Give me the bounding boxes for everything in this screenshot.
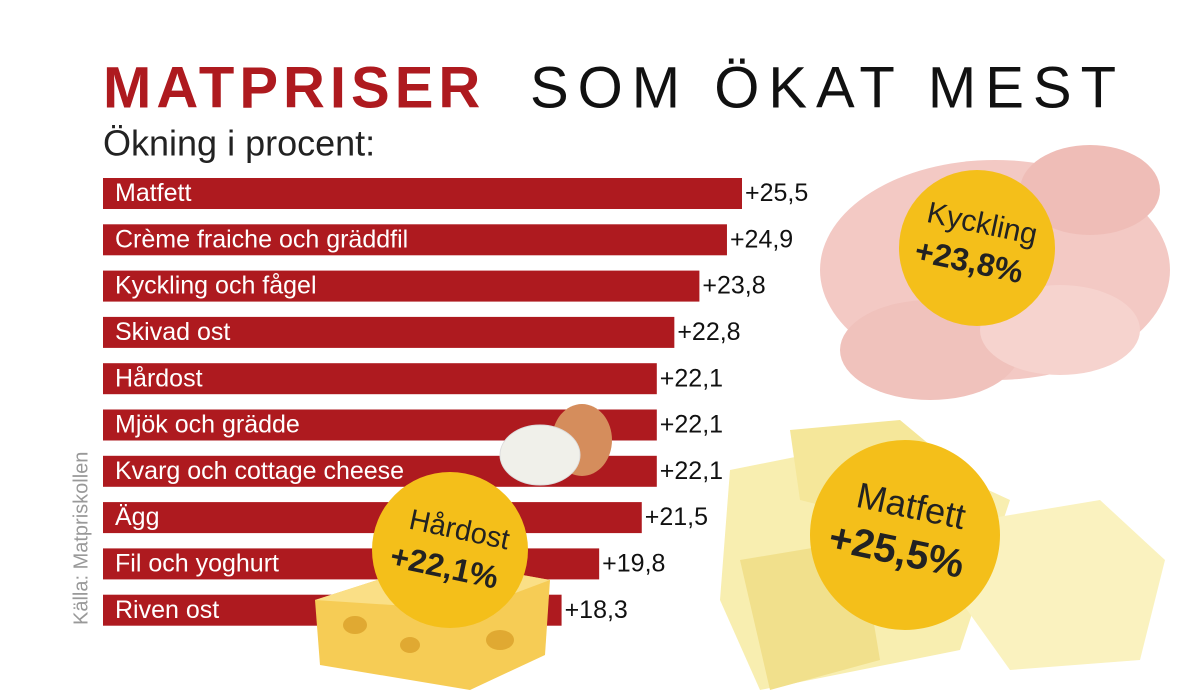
value-label: +22,1 <box>660 364 723 392</box>
value-label: +21,5 <box>645 503 708 531</box>
badge-hardost: Hårdost +22,1% <box>372 472 528 628</box>
value-label: +22,1 <box>660 457 723 485</box>
value-label: +24,9 <box>730 225 793 253</box>
bar <box>103 363 657 395</box>
bar <box>103 316 675 348</box>
category-label: Fil och yoghurt <box>115 550 279 578</box>
bar <box>103 270 700 302</box>
category-label: Riven ost <box>115 596 219 624</box>
value-label: +23,8 <box>702 272 765 300</box>
category-label: Mjök och grädde <box>115 411 300 439</box>
category-label: Skivad ost <box>115 318 230 346</box>
category-label: Kvarg och cottage cheese <box>115 457 404 485</box>
bar <box>103 502 642 534</box>
badge-kyckling: Kyckling +23,8% <box>899 170 1055 326</box>
chart-title-light: SOM ÖKAT MEST <box>530 55 1125 120</box>
category-label: Ägg <box>115 503 159 531</box>
value-label: +25,5 <box>745 179 808 207</box>
value-label: +22,8 <box>677 318 740 346</box>
category-label: Crème fraiche och gräddfil <box>115 225 408 253</box>
badge-matfett: Matfett +25,5% <box>810 440 1000 630</box>
eggs-image <box>499 404 612 486</box>
source: Källa: Matpriskollen <box>70 452 92 625</box>
bar <box>103 178 742 209</box>
chart-subtitle: Ökning i procent: <box>103 123 375 164</box>
chart-title-bold: MATPRISER <box>103 55 485 120</box>
value-label: +18,3 <box>565 596 628 624</box>
value-label: +22,1 <box>660 411 723 439</box>
category-label: Hårdost <box>115 364 203 392</box>
value-label: +19,8 <box>602 550 665 578</box>
category-label: Matfett <box>115 179 191 207</box>
bar <box>103 224 727 256</box>
category-label: Kyckling och fågel <box>115 272 317 300</box>
